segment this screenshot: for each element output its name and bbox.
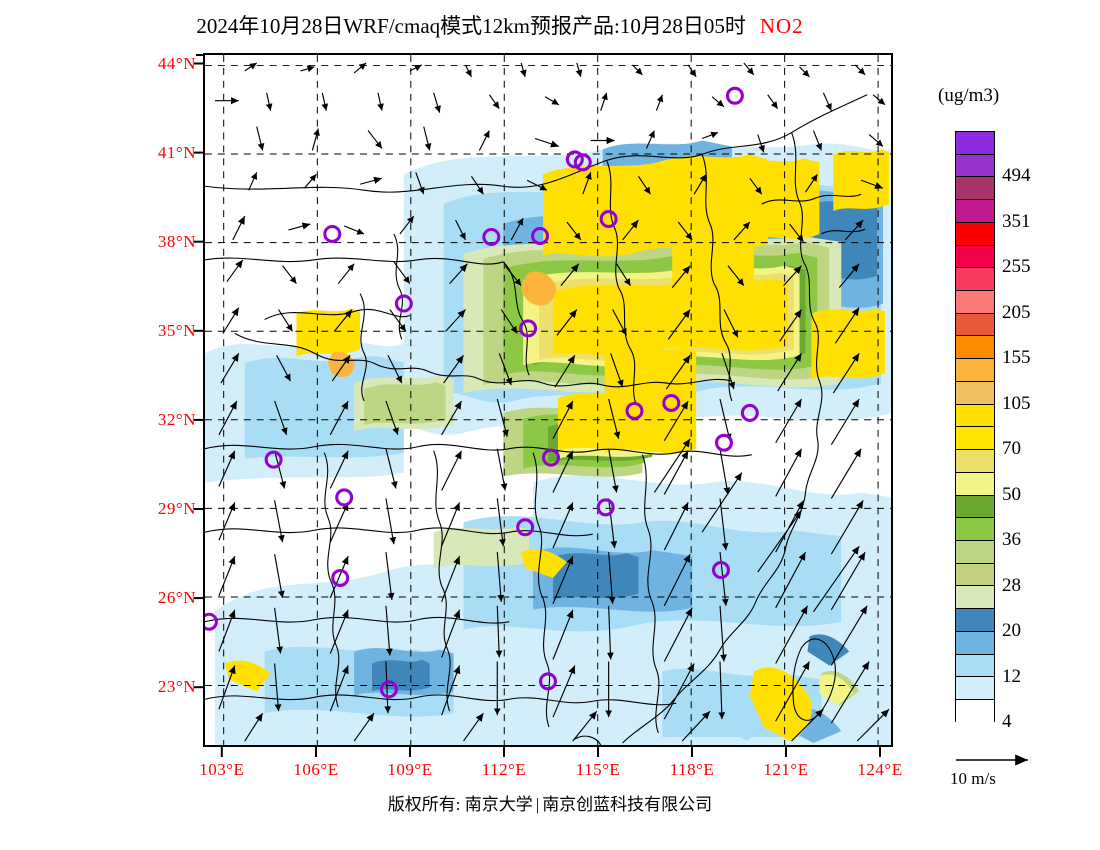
colorbar-cell	[956, 609, 994, 632]
colorbar-cell	[956, 359, 994, 382]
title-text: 2024年10月28日WRF/cmaq模式12km预报产品:10月28日05时	[196, 14, 746, 38]
colorbar-cell	[956, 200, 994, 223]
colorbar-cell	[956, 177, 994, 201]
colorbar-cell	[956, 381, 994, 405]
colorbar-cell	[956, 291, 994, 314]
colorbar-label: 494	[1002, 165, 1031, 187]
lat-tick-29N: 29°N	[157, 499, 196, 518]
page-title: 2024年10月28日WRF/cmaq模式12km预报产品:10月28日05时 N…	[0, 10, 1000, 40]
company-name: 南京创蓝科技有限公司	[542, 795, 713, 814]
colorbar-label: 28	[1002, 574, 1021, 596]
footer-separator: |	[535, 795, 540, 814]
lon-tick-103E: 103°E	[199, 760, 245, 779]
colorbar-cell	[956, 563, 994, 587]
colorbar-cell	[956, 268, 994, 292]
colorbar-label: 155	[1002, 347, 1031, 369]
colorbar-label: 20	[1002, 620, 1021, 642]
wind-scale-label: 10 m/s	[950, 769, 996, 788]
colorbar-cell	[956, 540, 994, 564]
lon-tick-121E: 121°E	[763, 760, 809, 779]
colorbar-cell	[956, 677, 994, 700]
lat-tick-41N: 41°N	[157, 142, 196, 162]
colorbar-label: 105	[1002, 392, 1031, 414]
colorbar-cell	[956, 222, 994, 246]
colorbar-cell	[956, 313, 994, 337]
lon-tick-115E: 115°E	[575, 760, 621, 779]
colorbar-cell	[956, 495, 994, 519]
lon-tick-124E: 124°E	[857, 760, 903, 779]
colorbar-label: 70	[1002, 438, 1021, 460]
colorbar-cell	[956, 518, 994, 541]
lat-tick-38N: 38°N	[157, 231, 196, 251]
colorbar-cell	[956, 586, 994, 610]
colorbar-units-label: (ug/m3)	[938, 85, 1000, 106]
longitude-axis: 103°E 106°E 109°E 112°E 115°E 118°E 121°…	[199, 760, 902, 784]
lon-tick-109E: 109°E	[387, 760, 433, 779]
colorbar-label: 36	[1002, 529, 1021, 551]
arrow-right-icon	[956, 754, 1028, 766]
lon-tick-118E: 118°E	[669, 760, 715, 779]
copyright-owner: 版权所有: 南京大学	[387, 795, 533, 814]
colorbar-cell	[956, 245, 994, 269]
colorbar-label: 50	[1002, 483, 1021, 505]
lat-tick-26N: 26°N	[157, 588, 196, 608]
lat-tick-23N: 23°N	[157, 677, 196, 697]
lon-tick-marks	[220, 747, 881, 757]
lat-tick-44N: 44°N	[158, 53, 205, 74]
colorbar-cell	[956, 336, 994, 360]
colorbar-label: 255	[1002, 256, 1031, 278]
colorbar-cell	[956, 404, 994, 428]
colorbar-cell	[956, 654, 994, 678]
colorbar-label: 205	[1002, 301, 1031, 323]
lat-tick-marks	[194, 62, 204, 689]
species-label: NO2	[759, 14, 804, 38]
colorbar-label: 351	[1002, 210, 1031, 232]
footer-copyright: 版权所有: 南京大学 | 南京创蓝科技有限公司	[0, 790, 1100, 815]
colorbar-cell	[956, 427, 994, 451]
lat-tick-35N: 35°N	[157, 320, 196, 340]
map-plot-frame[interactable]	[203, 53, 893, 747]
colorbar-label: 12	[1002, 665, 1021, 687]
tick-mark	[196, 53, 205, 56]
colorbar-cell	[956, 450, 994, 473]
colorbar-cell	[956, 699, 994, 723]
colorbar-tick-labels: 494 351 255 205 155 105 70 50 36 28 20 12 4	[1002, 131, 1098, 732]
colorbar-cell	[956, 472, 994, 496]
latitude-axis: 44°N 41°N 38°N 35°N 32°N 29°N 26°N 23°N	[128, 53, 205, 747]
colorbar[interactable]	[955, 131, 995, 723]
colorbar-cell	[956, 132, 994, 155]
lat-tick-32N: 32°N	[157, 409, 196, 429]
lon-tick-106E: 106°E	[293, 760, 339, 779]
colorbar-cell	[956, 631, 994, 655]
map-canvas	[205, 55, 891, 745]
colorbar-cell	[956, 154, 994, 178]
colorbar-label: 4	[1002, 711, 1012, 732]
wind-scale-legend: 10 m/s	[950, 748, 1090, 792]
lon-tick-112E: 112°E	[481, 760, 527, 779]
